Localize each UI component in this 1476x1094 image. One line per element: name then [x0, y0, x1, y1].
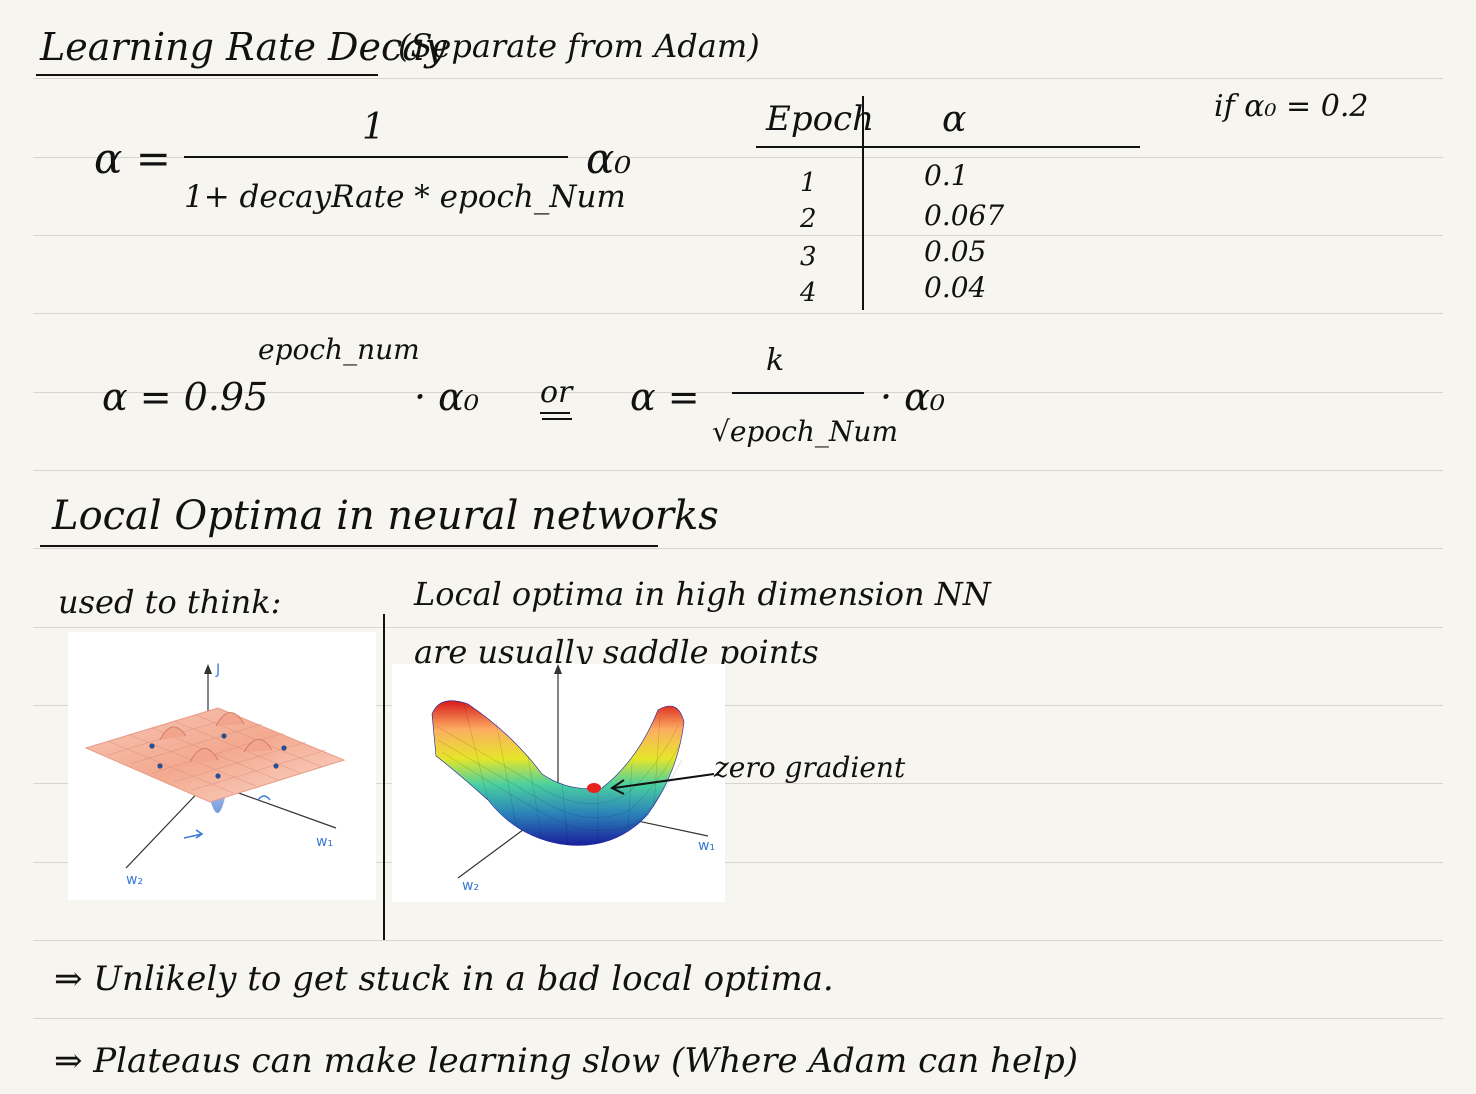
table-header-epoch: Epoch [766, 99, 874, 139]
ruled-line [33, 313, 1443, 314]
table-divider [862, 96, 864, 310]
arrow-annotation [183, 833, 203, 839]
bump [189, 748, 219, 763]
formula2-times2: · α₀ [880, 375, 946, 419]
axis-label-j: J [215, 662, 220, 678]
zero-gradient-label: zero gradient [714, 751, 906, 784]
used-to-think-label: used to think: [58, 583, 282, 621]
table-cell-alpha: 0.05 [924, 235, 987, 268]
plot-local-optima-surface: J w₁ w₂ [68, 632, 376, 900]
formula1-factor: α₀ [586, 134, 632, 183]
ruled-line [33, 705, 1443, 706]
ruled-line [33, 783, 1443, 784]
local-min-dot [157, 763, 163, 769]
formula2-denominator: √epoch_Num [712, 415, 898, 448]
table-cell-epoch: 4 [800, 278, 817, 308]
ruled-line [33, 862, 1443, 863]
local-min-dot [149, 743, 155, 749]
table-cell-alpha: 0.1 [924, 159, 969, 192]
table-header-alpha: α [942, 99, 967, 140]
axis-label-w1: w₁ [316, 834, 333, 850]
table-cell-epoch: 1 [800, 168, 817, 198]
z-axis-arrow [554, 664, 562, 674]
formula2-numerator: k [766, 343, 785, 378]
ruled-line [33, 157, 1443, 158]
section-subtitle: (Separate from Adam) [398, 27, 760, 65]
plot-saddle-surface: w₁ w₂ [392, 664, 725, 902]
egg-crate-svg: J w₁ w₂ [84, 662, 346, 888]
local-min-dot [273, 763, 279, 769]
table-header-rule [756, 146, 1140, 148]
table-cell-epoch: 2 [800, 204, 817, 234]
local-min-dot [221, 733, 227, 739]
formula2-lhs2: α = [630, 375, 700, 419]
local-min-dot [215, 773, 221, 779]
saddle-svg: w₁ w₂ [431, 664, 715, 894]
plot-divider [383, 614, 385, 940]
conclusion-2: ⇒ Plateaus can make learning slow (Where… [54, 1041, 1079, 1081]
y-axis [125, 781, 209, 869]
curl-annotation [257, 795, 271, 801]
saddle-point-dot [587, 783, 601, 793]
formula2-lhs: α = 0.95 [102, 375, 269, 419]
insight-line-1: Local optima in high dimension NN [414, 575, 991, 613]
or-underline [540, 412, 570, 414]
table-cell-epoch: 3 [800, 242, 817, 272]
ruled-line [33, 235, 1443, 236]
ruled-line [33, 1018, 1443, 1019]
ruled-line [33, 627, 1443, 628]
axis-label-w2: w₂ [462, 878, 479, 894]
ruled-line [33, 548, 1443, 549]
section-title-local-optima: Local Optima in neural networks [52, 493, 719, 539]
bump [243, 739, 273, 753]
table-cell-alpha: 0.067 [924, 199, 1005, 232]
ruled-line [33, 78, 1443, 79]
formula1-lhs: α = [94, 134, 171, 183]
table-cell-alpha: 0.04 [924, 271, 987, 304]
ruled-line [33, 470, 1443, 471]
section-title-lr-decay: Learning Rate Decay [40, 25, 447, 69]
arrow-annotation [195, 829, 204, 839]
formula2-or: or [540, 375, 573, 410]
insight-line-2: are usually saddle points [414, 633, 819, 671]
formula2-fraction-bar [732, 392, 864, 394]
formula2-times: · α₀ [414, 375, 480, 419]
z-axis-arrow [204, 664, 212, 674]
formula1-denominator: 1+ decayRate * epoch_Num [184, 179, 626, 215]
table-note: if α₀ = 0.2 [1214, 89, 1369, 124]
ruled-line [33, 940, 1443, 941]
title-underline [36, 74, 378, 76]
bump [215, 712, 245, 727]
bump [159, 726, 187, 741]
axis-label-w2: w₂ [126, 872, 143, 888]
local-min-dot [281, 745, 287, 751]
zero-gradient-arrow [610, 773, 715, 795]
or-underline [542, 418, 572, 420]
axis-label-w1: w₁ [698, 838, 715, 854]
formula1-numerator: 1 [362, 107, 385, 148]
conclusion-1: ⇒ Unlikely to get stuck in a bad local o… [54, 959, 834, 999]
title-underline [40, 545, 658, 547]
saddle-surface [431, 700, 685, 846]
formula2-exponent: epoch_num [258, 333, 420, 366]
formula1-fraction-bar [184, 156, 568, 158]
